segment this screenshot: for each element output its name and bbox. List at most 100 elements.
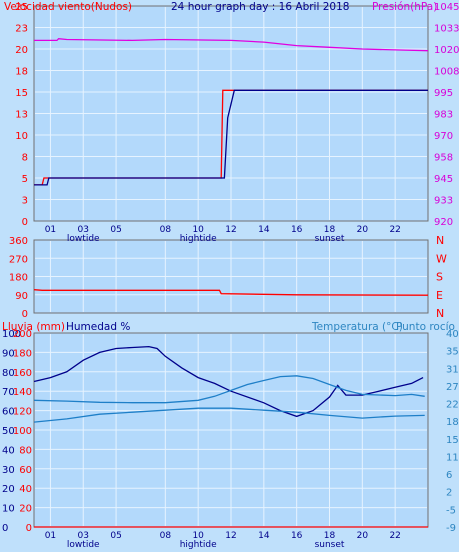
compass-tick-label: E — [436, 289, 443, 302]
event-label: hightide — [180, 234, 217, 244]
event-label: hightide — [180, 540, 217, 550]
hour-tick-label: 03 — [78, 531, 89, 541]
temperature-tick-label: 31 — [446, 364, 459, 375]
rain-tick-label: 60 — [19, 465, 32, 476]
temperature-tick-label: 15 — [446, 435, 459, 446]
direction-line — [33, 289, 429, 296]
hour-tick-label: 08 — [160, 531, 172, 541]
humidity-line — [33, 345, 424, 418]
hour-tick-label: 10 — [192, 531, 204, 541]
hour-tick-label: 01 — [45, 225, 56, 235]
rain-tick-label: 0 — [26, 523, 32, 534]
pressure-tick-label: 933 — [434, 196, 453, 207]
rain-tick-label: 140 — [13, 387, 32, 398]
hour-tick-label: 22 — [389, 531, 400, 541]
pressure-tick-label: 1020 — [434, 45, 459, 56]
hour-tick-label: 18 — [324, 225, 336, 235]
hour-tick-label: 14 — [258, 225, 270, 235]
hour-tick-label: 20 — [357, 225, 369, 235]
dewpoint-line — [33, 407, 425, 423]
temperature-tick-label: 22 — [446, 400, 459, 411]
pressure-tick-label: 958 — [434, 153, 453, 164]
hour-tick-label: 05 — [110, 225, 121, 235]
temperature-tick-label: 11 — [446, 452, 459, 463]
hour-tick-label: 05 — [110, 531, 121, 541]
pressure-tick-label: 970 — [434, 131, 453, 142]
humidity-tick-label: 80 — [2, 368, 15, 379]
hour-tick-label: 22 — [389, 225, 400, 235]
pressure-tick-label: 920 — [434, 217, 453, 228]
humidity-tick-label: 50 — [2, 426, 15, 437]
pressure-tick-label: 983 — [434, 110, 453, 121]
rain-tick-label: 100 — [13, 426, 32, 437]
hour-tick-label: 16 — [291, 531, 303, 541]
humidity-axis-title: Humedad % — [66, 321, 130, 333]
temperature-tick-label: 40 — [446, 329, 459, 340]
humidity-tick-label: 60 — [2, 407, 15, 418]
temperature-tick-label: 6 — [446, 470, 452, 481]
compass-tick-label: N — [436, 307, 444, 320]
hour-tick-label: 14 — [258, 531, 270, 541]
rain-tick-label: 120 — [13, 407, 32, 418]
direction-tick-label: 90 — [15, 291, 28, 302]
pressure-tick-label: 1008 — [434, 67, 459, 78]
humidity-tick-label: 40 — [2, 445, 15, 456]
hour-tick-label: 10 — [192, 225, 204, 235]
compass-tick-label: S — [436, 271, 443, 284]
wind-tick-label: 8 — [22, 153, 28, 164]
wind-tick-label: 15 — [15, 88, 28, 99]
hour-tick-label: 12 — [225, 225, 236, 235]
direction-tick-label: 270 — [9, 254, 28, 265]
wind-tick-label: 0 — [22, 217, 28, 228]
wind-speed-line — [34, 89, 428, 186]
wind-tick-label: 13 — [15, 110, 28, 121]
hour-tick-label: 03 — [78, 225, 89, 235]
chart-title: 24 hour graph day : 16 Abril 2018 — [171, 1, 349, 13]
temperature-tick-label: -9 — [446, 523, 456, 534]
hour-tick-label: 01 — [45, 531, 56, 541]
wind-tick-label: 5 — [22, 174, 28, 185]
rain-axis-title: Lluvia (mm) — [2, 321, 65, 333]
humidity-tick-label: 0 — [2, 523, 8, 534]
pressure-tick-label: 1045 — [434, 2, 459, 13]
direction-tick-label: 180 — [9, 273, 28, 284]
temperature-line — [33, 375, 425, 404]
rain-tick-label: 40 — [19, 484, 32, 495]
wind-tick-label: 3 — [22, 196, 28, 207]
wind-axis-title: Velocidad viento(Nudos) — [4, 1, 132, 13]
hour-tick-label: 20 — [357, 531, 369, 541]
wind-tick-label: 20 — [15, 45, 28, 56]
rain-tick-label: 200 — [13, 329, 32, 340]
direction-tick-label: 0 — [22, 309, 28, 320]
event-label: lowtide — [67, 540, 100, 550]
rain-tick-label: 160 — [13, 368, 32, 379]
hour-tick-label: 08 — [160, 225, 172, 235]
wind-tick-label: 23 — [15, 24, 28, 35]
wind-tick-label: 10 — [15, 131, 28, 142]
hour-tick-label: 18 — [324, 531, 336, 541]
temperature-tick-label: 2 — [446, 488, 452, 499]
rain-tick-label: 180 — [13, 348, 32, 359]
pressure-tick-label: 995 — [434, 88, 453, 99]
rain-tick-label: 20 — [19, 504, 32, 515]
pressure-line — [34, 38, 429, 52]
event-label: sunset — [315, 234, 345, 244]
temperature-tick-label: 27 — [446, 382, 459, 393]
compass-tick-label: N — [436, 234, 444, 247]
hour-tick-label: 12 — [225, 531, 236, 541]
event-label: sunset — [315, 540, 345, 550]
temperature-tick-label: -5 — [446, 505, 456, 516]
wind-tick-label: 25 — [15, 2, 28, 13]
pressure-axis-title: Presión(hPa) — [372, 1, 437, 13]
humidity-tick-label: 90 — [2, 348, 15, 359]
pressure-tick-label: 945 — [434, 174, 453, 185]
direction-tick-label: 360 — [9, 236, 28, 247]
temperature-tick-label: 35 — [446, 347, 459, 358]
humidity-tick-label: 100 — [2, 329, 21, 340]
temperature-axis-title: Temperatura (°C) — [311, 321, 403, 333]
temperature-tick-label: 18 — [446, 417, 459, 428]
humidity-tick-label: 30 — [2, 465, 15, 476]
humidity-tick-label: 70 — [2, 387, 15, 398]
